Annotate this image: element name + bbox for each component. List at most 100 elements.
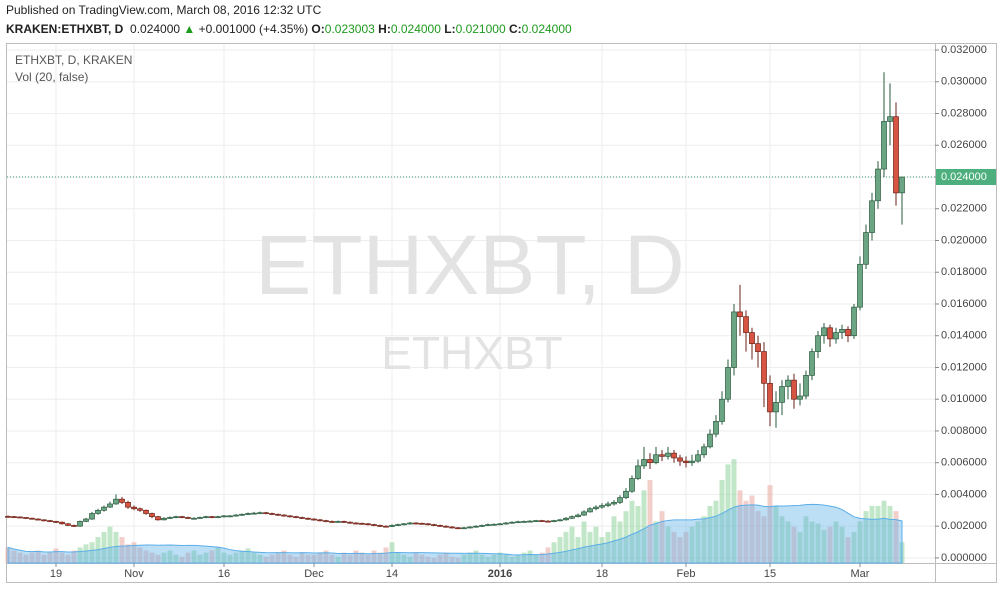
volume-bar bbox=[515, 554, 521, 563]
candle-body bbox=[191, 517, 197, 520]
volume-bar bbox=[257, 554, 263, 563]
volume-bar bbox=[113, 531, 119, 563]
volume-bar bbox=[71, 550, 77, 563]
candle-body bbox=[455, 527, 461, 530]
candle-body bbox=[59, 521, 65, 525]
volume-bar bbox=[455, 557, 461, 563]
candle-body bbox=[119, 498, 125, 503]
y-tick-label: 0.016000 bbox=[941, 298, 987, 310]
y-tick-label: 0.000000 bbox=[941, 552, 987, 564]
candle-body bbox=[821, 327, 827, 337]
candle-body bbox=[47, 520, 53, 522]
low-value: 0.021000 bbox=[455, 22, 506, 36]
candle-body bbox=[323, 520, 329, 522]
volume-bar bbox=[815, 523, 821, 563]
candle-body bbox=[23, 517, 29, 519]
volume-bar bbox=[569, 526, 575, 563]
volume-bar bbox=[53, 548, 59, 563]
candle-body bbox=[785, 379, 791, 387]
volume-bar bbox=[35, 550, 41, 563]
candle-body bbox=[803, 375, 809, 397]
volume-bar bbox=[197, 554, 203, 563]
candle-body bbox=[83, 518, 89, 522]
volume-bar bbox=[167, 550, 173, 563]
candle-body bbox=[839, 329, 845, 333]
volume-bar bbox=[665, 526, 671, 563]
candle-body bbox=[437, 525, 443, 527]
x-tick-label: 18 bbox=[596, 568, 608, 580]
volume-ma-area bbox=[7, 503, 903, 564]
volume-bar bbox=[533, 554, 539, 563]
volume-bar bbox=[743, 500, 749, 563]
volume-bar bbox=[89, 542, 95, 563]
volume-bar bbox=[371, 550, 377, 563]
chart-frame bbox=[6, 43, 997, 583]
candle-body bbox=[143, 509, 149, 514]
x-tick-label: Dec bbox=[304, 568, 324, 580]
volume-bar bbox=[107, 526, 113, 563]
volume-bar bbox=[227, 554, 233, 563]
candle-body bbox=[341, 521, 347, 523]
volume-bar bbox=[17, 552, 23, 563]
candle-body bbox=[185, 517, 191, 519]
volume-bar bbox=[425, 556, 431, 563]
volume-bar bbox=[707, 505, 713, 563]
candle-body bbox=[875, 168, 881, 202]
candle-body bbox=[773, 402, 779, 413]
volume-bar bbox=[803, 516, 809, 563]
close-label: C: bbox=[508, 22, 522, 36]
candle-body bbox=[431, 524, 437, 526]
candle-body bbox=[365, 523, 371, 526]
candle-body bbox=[233, 514, 239, 517]
candle-body bbox=[473, 525, 479, 528]
volume-bar bbox=[77, 547, 83, 563]
candle-body bbox=[425, 523, 431, 526]
volume-bar bbox=[731, 459, 737, 563]
y-tick-label: 0.004000 bbox=[941, 488, 987, 500]
series-legend: ETHXBT, D, KRAKEN bbox=[15, 53, 132, 67]
x-tick-label: 16 bbox=[218, 568, 230, 580]
candle-body bbox=[863, 232, 869, 265]
volume-bar bbox=[287, 554, 293, 563]
candle-body bbox=[731, 311, 737, 368]
candle-body bbox=[881, 121, 887, 170]
candle-body bbox=[599, 505, 605, 508]
candle-body bbox=[101, 506, 107, 511]
candle-body bbox=[653, 454, 659, 464]
volume-bar bbox=[719, 479, 725, 563]
volume-bar bbox=[557, 537, 563, 563]
candle-body bbox=[413, 522, 419, 525]
volume-bar bbox=[377, 552, 383, 563]
candle-body bbox=[167, 517, 173, 519]
candle-body bbox=[5, 515, 11, 518]
volume-bar bbox=[893, 511, 899, 563]
volume-bar bbox=[641, 490, 647, 563]
volume-bar bbox=[863, 511, 869, 563]
volume-bar bbox=[131, 542, 137, 563]
candle-body bbox=[125, 502, 131, 508]
volume-bar bbox=[521, 552, 527, 563]
candle-body bbox=[377, 525, 383, 527]
candle-body bbox=[893, 116, 899, 194]
candle-body bbox=[353, 522, 359, 525]
indicator-legend: Vol (20, false) bbox=[15, 70, 88, 84]
x-tick-label: Nov bbox=[124, 568, 144, 580]
volume-bar bbox=[449, 556, 455, 563]
x-tick-label: 2016 bbox=[488, 568, 512, 580]
x-tick-label: Mar bbox=[851, 568, 870, 580]
volume-bar bbox=[773, 505, 779, 563]
volume-bar bbox=[629, 500, 635, 563]
volume-bar bbox=[857, 521, 863, 563]
volume-bar bbox=[215, 547, 221, 563]
candle-body bbox=[461, 527, 467, 530]
close-value: 0.024000 bbox=[521, 22, 572, 36]
x-tick-label: 15 bbox=[764, 568, 776, 580]
volume-bar bbox=[23, 554, 29, 563]
volume-bar bbox=[359, 552, 365, 563]
candle-body bbox=[479, 525, 485, 527]
volume-bar bbox=[305, 554, 311, 563]
y-tick-label: 0.026000 bbox=[941, 139, 987, 151]
volume-bar bbox=[149, 552, 155, 563]
volume-bar bbox=[539, 552, 545, 563]
candle-body bbox=[449, 526, 455, 529]
